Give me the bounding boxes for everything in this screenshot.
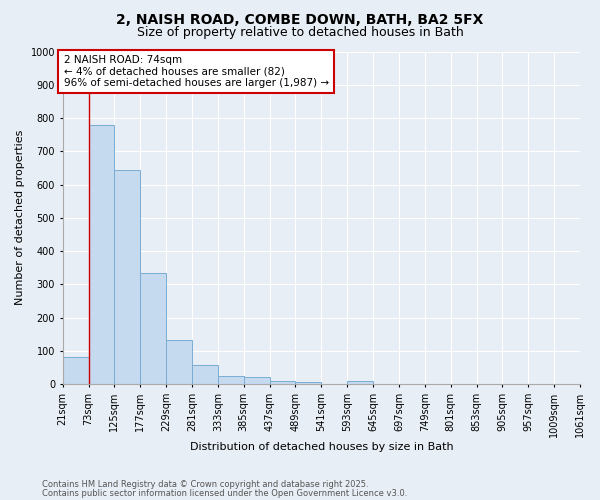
X-axis label: Distribution of detached houses by size in Bath: Distribution of detached houses by size …	[190, 442, 453, 452]
Bar	[347, 380, 373, 384]
Bar	[115, 170, 140, 384]
Bar	[269, 380, 295, 384]
Text: 2, NAISH ROAD, COMBE DOWN, BATH, BA2 5FX: 2, NAISH ROAD, COMBE DOWN, BATH, BA2 5FX	[116, 12, 484, 26]
Text: 2 NAISH ROAD: 74sqm
← 4% of detached houses are smaller (82)
96% of semi-detache: 2 NAISH ROAD: 74sqm ← 4% of detached hou…	[64, 55, 329, 88]
Text: Contains HM Land Registry data © Crown copyright and database right 2025.: Contains HM Land Registry data © Crown c…	[42, 480, 368, 489]
Bar	[295, 382, 322, 384]
Bar	[218, 376, 244, 384]
Bar	[166, 340, 192, 384]
Text: Size of property relative to detached houses in Bath: Size of property relative to detached ho…	[137, 26, 463, 39]
Bar	[62, 357, 89, 384]
Bar	[89, 124, 115, 384]
Bar	[244, 378, 269, 384]
Bar	[192, 365, 218, 384]
Bar	[140, 274, 166, 384]
Y-axis label: Number of detached properties: Number of detached properties	[15, 130, 25, 306]
Text: Contains public sector information licensed under the Open Government Licence v3: Contains public sector information licen…	[42, 488, 407, 498]
